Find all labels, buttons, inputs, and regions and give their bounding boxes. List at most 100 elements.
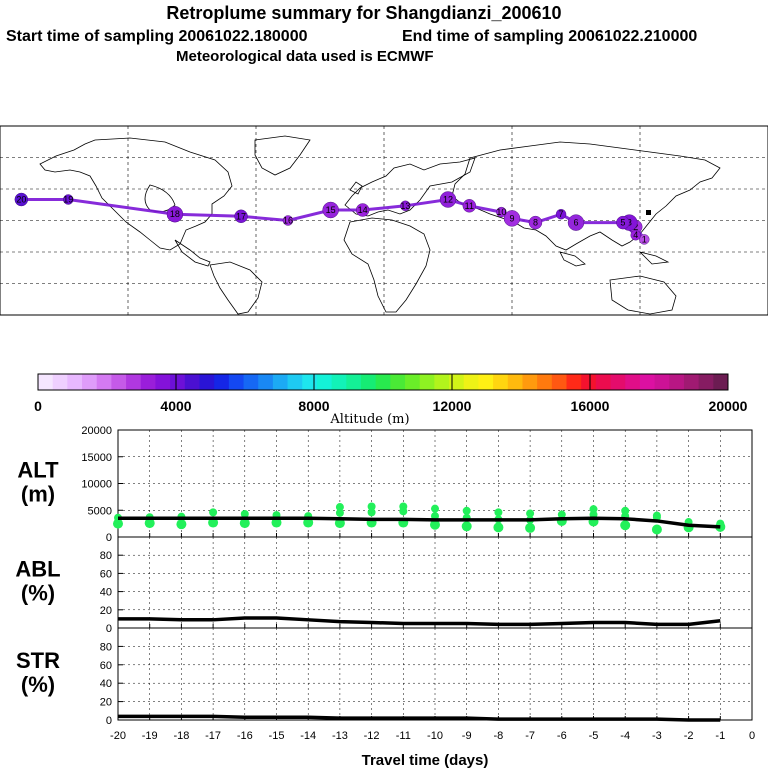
colorbar-cell-39 [610,374,626,390]
xtick-label: -19 [142,730,158,742]
altitude-point [557,510,566,519]
cluster-dot-9 [503,210,521,227]
altitude-point [494,508,503,517]
altitude-point [144,518,155,529]
ytick-label-str: 80 [100,641,112,653]
xtick-label: -12 [364,730,380,742]
cluster-dot-5 [616,215,630,230]
cluster-label-6: 6 [573,218,578,228]
x-axis-title: Travel time (days) [362,752,489,768]
colorbar-cell-7 [140,374,156,390]
xtick-label: -18 [173,730,189,742]
cluster-label-7: 7 [559,209,564,219]
xtick-label: -2 [684,730,694,742]
cluster-label-19: 19 [63,195,73,205]
cluster-label-9: 9 [509,213,514,223]
cluster-dot-20 [14,192,29,207]
panel-alt: 20000 15000 10000 5000 0 ALT(m) [17,425,753,544]
plume-clusters: 1234567891011121314151617181920 [14,191,650,245]
xtick-label: -20 [110,730,126,742]
station-marker [646,210,651,215]
cluster-label-18: 18 [170,209,180,219]
cluster-label-17: 17 [236,211,246,221]
map-coastlines [39,135,721,315]
altitude-point [589,505,598,514]
cluster-dot-7 [555,208,567,220]
altitude-point [399,502,408,511]
colorbar-cell-12 [214,374,230,390]
ytick-label-str: 0 [106,715,112,727]
ytick-label-abl: 60 [100,568,112,580]
colorbar-cell-6 [126,374,142,390]
colorbar-cell-37 [581,374,597,390]
colorbar-cell-20 [331,374,347,390]
ylabel-abl: ABL [15,557,60,582]
ytick-label-alt: 20000 [81,425,112,437]
colorbar-cell-31 [493,374,509,390]
colorbar-cell-21 [346,374,362,390]
ytick-label-alt: 15000 [81,452,112,464]
colorbar-label-12000: 12000 [433,398,472,414]
altitude-point [335,508,344,517]
xtick-label: -6 [557,730,567,742]
cluster-dot-11 [462,199,477,213]
colorbar-cell-5 [111,374,127,390]
ytick-label-abl: 20 [100,605,112,617]
colorbar-cell-16 [272,374,289,390]
cluster-dot-14 [355,203,370,217]
cluster-dot-10 [496,206,507,218]
colorbar-cell-28 [449,374,465,390]
altitude-point [493,522,504,533]
cluster-dot-15 [322,201,339,219]
colorbar-cell-11 [199,374,215,390]
cluster-label-12: 12 [443,195,453,205]
xtick-label: -5 [589,730,599,742]
xtick-label: -15 [269,730,285,742]
colorbar-cell-18 [302,374,318,390]
series-line-str [118,714,721,722]
cluster-label-15: 15 [326,205,336,215]
altitude-point [462,506,471,515]
ytick-label-abl: 80 [100,550,112,562]
ytick-label-str: 20 [100,697,112,709]
ytick-label-alt: 0 [106,532,112,544]
altitude-point [208,517,219,528]
ylabel-alt: ALT [17,458,59,483]
xtick-label: -4 [620,730,630,742]
altitude-point [176,519,187,530]
altitude-colorbar: 0 4000 8000 12000 16000 20000 Altitude (m) [34,373,748,427]
sampling-end-time: End time of sampling 20061022.210000 [402,28,697,45]
colorbar-cell-13 [228,374,245,390]
colorbar-cell-0 [38,374,54,390]
ytick-label-str: 60 [100,660,112,672]
altitude-point [240,509,249,518]
colorbar-label-16000: 16000 [571,398,610,414]
colorbar-cell-45 [698,374,714,390]
colorbar-title: Altitude (m) [329,412,409,427]
colorbar-cell-9 [170,374,186,390]
xtick-label: -13 [332,730,348,742]
cluster-label-1: 1 [642,234,647,244]
colorbar-label-20000: 20000 [709,398,748,414]
colorbar-label-8000: 8000 [298,398,329,414]
colorbar-cell-23 [375,374,391,390]
cluster-dot-8 [528,215,543,230]
colorbar-cell-14 [243,374,259,390]
colorbar-cell-29 [463,374,479,390]
altitude-point [525,522,536,533]
series-line-abl [118,616,721,627]
colorbar-cell-1 [52,374,68,390]
colorbar-cell-38 [595,374,612,390]
altitude-point [430,519,440,530]
colorbar-cell-43 [669,374,685,390]
colorbar-cell-15 [258,374,274,390]
figure-title: Retroplume summary for Shangdianzi_20061… [166,3,561,23]
colorbar-cell-19 [316,374,333,390]
altitude-point [209,508,218,517]
colorbar-cell-27 [434,374,450,390]
xtick-label: -1 [715,730,725,742]
colorbar-cell-22 [360,374,377,390]
colorbar-cell-42 [654,374,670,390]
series-line-alt [118,516,721,529]
cluster-dot-18 [166,205,184,223]
